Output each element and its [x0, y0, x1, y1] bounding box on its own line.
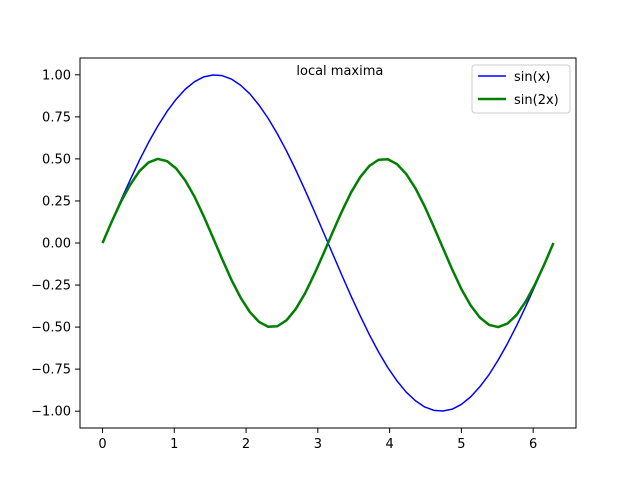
x-tick-label: 2	[242, 437, 250, 452]
annotation-local-maxima: local maxima	[296, 64, 383, 79]
x-tick-label: 3	[314, 437, 322, 452]
x-tick-label: 4	[385, 437, 393, 452]
y-tick-label: 0.25	[42, 194, 71, 209]
y-tick-label: 1.00	[42, 68, 71, 83]
legend-label-sin-x: sin(x)	[514, 70, 550, 85]
x-axis-ticks: 0 1 2 3 4 5 6	[98, 428, 537, 452]
x-tick-label: 1	[170, 437, 178, 452]
legend-label-sin-2x: sin(2x)	[514, 93, 559, 108]
legend: sin(x) sin(2x)	[471, 64, 571, 114]
y-tick-label: 0.00	[42, 237, 71, 252]
y-tick-label: 0.75	[42, 110, 71, 125]
y-tick-label: −0.75	[31, 363, 71, 378]
x-tick-label: 5	[457, 437, 465, 452]
series-line-sin-2x	[101, 157, 555, 329]
legend-box	[471, 64, 571, 114]
y-tick-label: 0.50	[42, 152, 71, 167]
y-tick-label: −0.50	[31, 321, 71, 336]
y-axis-ticks: −1.00 −0.75 −0.50 −0.25 0.00 0.25 0.50 0.75 1.00	[31, 68, 80, 420]
series-layer	[101, 74, 555, 412]
y-tick-label: −1.00	[31, 405, 71, 420]
x-tick-label: 6	[529, 437, 537, 452]
x-tick-label: 0	[98, 437, 106, 452]
y-tick-label: −0.25	[31, 279, 71, 294]
